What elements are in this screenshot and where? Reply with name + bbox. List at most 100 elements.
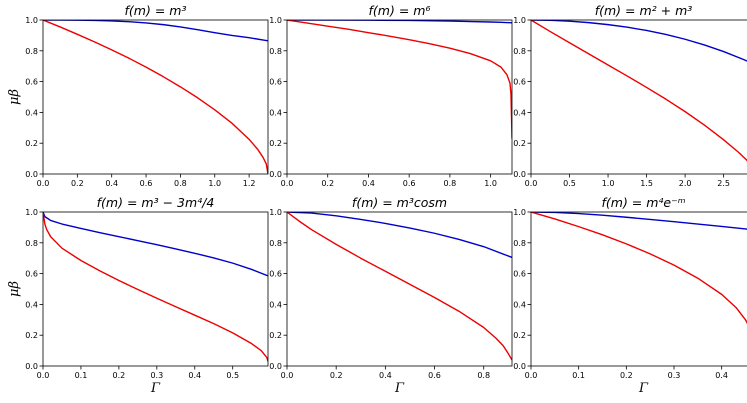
y-tick-label: 1.0 bbox=[269, 16, 282, 25]
x-tick-label: 0.2 bbox=[620, 371, 633, 380]
x-tick-label: 0.4 bbox=[188, 371, 201, 380]
x-tick-label: 0.0 bbox=[525, 371, 538, 380]
x-axis-label: Γ bbox=[150, 381, 161, 396]
y-axis-label: μβ bbox=[7, 281, 22, 297]
y-tick-label: 0.4 bbox=[513, 108, 526, 117]
x-tick-label: 0.4 bbox=[105, 179, 118, 188]
x-tick-label: 1.5 bbox=[640, 179, 653, 188]
y-tick-label: 0.8 bbox=[269, 47, 282, 56]
x-tick-label: 0.4 bbox=[379, 371, 392, 380]
y-tick-label: 0.8 bbox=[513, 239, 526, 248]
y-tick-label: 0.6 bbox=[25, 78, 38, 87]
y-tick-label: 0.0 bbox=[513, 170, 526, 179]
subplot-title: f(m) = m⁴e⁻ᵐ bbox=[601, 195, 685, 210]
x-axis-label: Γ bbox=[638, 381, 649, 396]
x-tick-label: 0.4 bbox=[362, 179, 375, 188]
subplot-6: 0.0 0.1 0.2 0.3 0.4 0.0 0.2 0.4 0.6 0.8 1.0 f(m) = … bbox=[513, 195, 747, 396]
x-tick-label: 0.0 bbox=[281, 371, 294, 380]
x-tick-label: 0.5 bbox=[563, 179, 576, 188]
x-tick-label: 1.2 bbox=[243, 179, 256, 188]
y-tick-label: 0.6 bbox=[269, 270, 282, 279]
y-tick-label: 1.0 bbox=[269, 208, 282, 217]
y-tick-label: 0.4 bbox=[513, 300, 526, 309]
x-tick-label: 0.6 bbox=[140, 179, 153, 188]
y-tick-label: 0.0 bbox=[25, 170, 38, 179]
red-series-line bbox=[531, 20, 747, 162]
x-tick-label: 0.4 bbox=[715, 371, 728, 380]
y-tick-label: 0.2 bbox=[25, 331, 38, 340]
x-axis-label: Γ bbox=[394, 381, 405, 396]
subplot-5: 0.0 0.2 0.4 0.6 0.8 0.0 0.2 0.4 0.6 0.8 1.0 f(m) = … bbox=[269, 195, 513, 396]
y-tick-label: 0.6 bbox=[513, 78, 526, 87]
y-tick-label: 0.6 bbox=[25, 270, 38, 279]
y-tick-label: 0.6 bbox=[269, 78, 282, 87]
red-series-line bbox=[43, 20, 268, 174]
plot-frame bbox=[286, 19, 513, 175]
y-tick-label: 1.0 bbox=[513, 16, 526, 25]
subplot-1: 0.0 0.2 0.4 0.6 0.8 1.0 1.2 0.0 0.2 0.4 0.6 0.8 1.0 f… bbox=[7, 3, 269, 188]
y-tick-label: 0.2 bbox=[269, 139, 282, 148]
red-series-line bbox=[531, 212, 747, 325]
blue-series-line bbox=[287, 212, 512, 259]
x-tick-label: 0.0 bbox=[37, 179, 50, 188]
y-tick-label: 0.0 bbox=[25, 362, 38, 371]
y-tick-label: 0.4 bbox=[269, 108, 282, 117]
x-tick-label: 0.5 bbox=[226, 371, 239, 380]
x-tick-label: 0.6 bbox=[403, 179, 416, 188]
y-tick-label: 0.8 bbox=[513, 47, 526, 56]
plot-frame bbox=[530, 19, 747, 175]
plot-frame bbox=[42, 19, 269, 175]
y-tick-label: 0.8 bbox=[25, 47, 38, 56]
y-tick-label: 1.0 bbox=[25, 16, 38, 25]
x-tick-label: 0.2 bbox=[321, 179, 334, 188]
subplot-title: f(m) = m² + m³ bbox=[595, 3, 693, 18]
x-tick-label: 0.2 bbox=[330, 371, 343, 380]
y-tick-label: 0.8 bbox=[269, 239, 282, 248]
y-tick-label: 0.2 bbox=[513, 331, 526, 340]
x-tick-label: 1.0 bbox=[484, 179, 497, 188]
x-tick-label: 1.0 bbox=[602, 179, 615, 188]
y-tick-label: 0.2 bbox=[25, 139, 38, 148]
red-series-line bbox=[287, 212, 512, 361]
subplot-4: 0.0 0.1 0.2 0.3 0.4 0.5 0.0 0.2 0.4 0.6 0.8 1.0 f(m)… bbox=[7, 195, 269, 396]
subplot-title: f(m) = m³ − 3m⁴/4 bbox=[97, 195, 215, 210]
x-tick-label: 0.8 bbox=[174, 179, 187, 188]
y-tick-label: 0.0 bbox=[269, 170, 282, 179]
x-tick-label: 2.0 bbox=[679, 179, 692, 188]
x-tick-label: 0.0 bbox=[281, 179, 294, 188]
y-tick-label: 0.4 bbox=[269, 300, 282, 309]
blue-series-line bbox=[43, 212, 268, 277]
x-tick-label: 0.2 bbox=[71, 179, 84, 188]
red-series-line bbox=[287, 20, 512, 139]
y-tick-label: 0.4 bbox=[25, 300, 38, 309]
y-tick-label: 0.2 bbox=[513, 139, 526, 148]
y-tick-label: 1.0 bbox=[513, 208, 526, 217]
subplot-3: 0.0 0.5 1.0 1.5 2.0 2.5 0.0 0.2 0.4 0.6 0.8 1.0 f(m)… bbox=[513, 3, 747, 188]
x-tick-label: 0.2 bbox=[113, 371, 126, 380]
subplot-title: f(m) = m³cosm bbox=[352, 195, 447, 210]
x-tick-label: 0.0 bbox=[525, 179, 538, 188]
y-tick-label: 0.6 bbox=[513, 270, 526, 279]
x-tick-label: 0.1 bbox=[572, 371, 585, 380]
red-series-line bbox=[43, 212, 268, 362]
y-tick-label: 0.0 bbox=[513, 362, 526, 371]
x-tick-label: 2.5 bbox=[717, 179, 730, 188]
y-tick-label: 0.2 bbox=[269, 331, 282, 340]
plot-frame bbox=[42, 211, 269, 367]
subplot-title: f(m) = m³ bbox=[125, 3, 187, 18]
y-tick-label: 0.4 bbox=[25, 108, 38, 117]
plot-frame bbox=[530, 211, 747, 367]
plot-frame bbox=[286, 211, 513, 367]
x-tick-label: 0.8 bbox=[444, 179, 457, 188]
x-tick-label: 0.0 bbox=[37, 371, 50, 380]
x-tick-label: 0.6 bbox=[428, 371, 441, 380]
x-tick-label: 1.0 bbox=[208, 179, 221, 188]
y-axis-label: μβ bbox=[7, 89, 22, 105]
x-tick-label: 0.3 bbox=[150, 371, 163, 380]
blue-series-line bbox=[531, 20, 747, 62]
subplot-title: f(m) = m⁶ bbox=[369, 3, 431, 18]
y-tick-label: 0.8 bbox=[25, 239, 38, 248]
x-tick-label: 0.1 bbox=[75, 371, 88, 380]
